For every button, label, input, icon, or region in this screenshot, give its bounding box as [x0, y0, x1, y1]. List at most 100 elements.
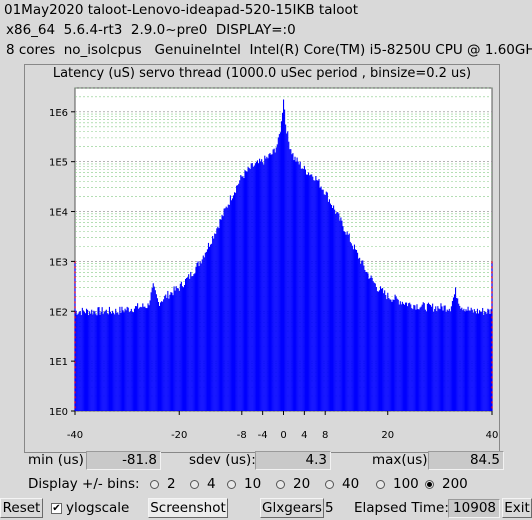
histogram-bar	[90, 313, 92, 411]
histogram-bar	[108, 306, 111, 411]
radio-circle-icon[interactable]	[325, 479, 334, 489]
histogram-bar	[365, 271, 367, 411]
histogram-bar	[272, 149, 274, 411]
histogram-bar	[271, 154, 273, 411]
histogram-bar	[232, 195, 235, 411]
histogram-bar	[424, 309, 426, 411]
histogram-bar	[97, 307, 99, 411]
bins-radio-label: 4	[207, 476, 216, 492]
histogram-bar	[223, 208, 225, 411]
histogram-bar	[151, 287, 153, 411]
bins-radio-20[interactable]: 20	[276, 476, 310, 492]
histogram-bar	[384, 290, 386, 411]
histogram-bar	[404, 302, 407, 411]
bins-radio-4[interactable]: 4	[190, 476, 216, 492]
histogram-bar	[377, 291, 379, 411]
histogram-bar	[212, 235, 214, 411]
checkbox-check-icon[interactable]: ✔	[51, 502, 62, 514]
histogram-bar	[313, 180, 315, 411]
histogram-bar	[378, 290, 381, 411]
radio-circle-icon[interactable]	[425, 479, 434, 489]
histogram-bar	[245, 171, 247, 411]
bins-radio-40[interactable]: 40	[325, 476, 359, 492]
histogram-bar	[235, 192, 237, 411]
histogram-bar	[413, 304, 415, 411]
histogram-bar	[326, 192, 328, 411]
exit-button[interactable]: Exit	[502, 498, 532, 518]
histogram-bar	[411, 308, 413, 411]
histogram-bar	[389, 299, 391, 411]
histogram-bar	[243, 178, 245, 411]
histogram-bar	[211, 243, 213, 411]
histogram-bar	[238, 183, 240, 411]
histogram-bar	[183, 285, 186, 411]
histogram-bar	[369, 277, 371, 411]
bins-radio-10[interactable]: 10	[227, 476, 261, 492]
histogram-bar	[242, 176, 244, 411]
screenshot-button[interactable]: Screenshot	[148, 498, 228, 518]
histogram-bar	[256, 160, 259, 411]
histogram-bar	[350, 243, 352, 411]
histogram-bar	[130, 308, 132, 411]
histogram-bar	[334, 209, 336, 411]
histogram-bar	[106, 313, 108, 411]
radio-circle-icon[interactable]	[227, 479, 236, 489]
histogram-bar	[249, 168, 251, 411]
histogram-bar	[473, 309, 475, 411]
histogram-bar	[281, 112, 284, 411]
histogram-bar	[421, 304, 423, 411]
histogram-bar	[213, 238, 215, 411]
histogram-bar	[150, 292, 152, 411]
histogram-bar	[231, 198, 234, 411]
histogram-bar	[122, 310, 124, 411]
histogram-bar	[294, 156, 296, 411]
histogram-bar	[461, 307, 463, 411]
histogram-bar	[315, 176, 317, 411]
histogram-bar	[320, 186, 322, 411]
histogram-bar	[440, 303, 442, 411]
histogram-bar	[386, 299, 388, 411]
radio-circle-icon[interactable]	[190, 479, 199, 489]
host-info-line: 01May2020 taloot-Lenovo-ideapad-520-15IK…	[4, 2, 359, 18]
radio-circle-icon[interactable]	[376, 479, 385, 489]
histogram-bar	[199, 261, 201, 411]
glxgears-button[interactable]: Glxgears	[260, 498, 324, 518]
elapsed-time-field: 10908	[448, 499, 500, 518]
histogram-bar	[266, 156, 268, 411]
histogram-bar	[420, 306, 422, 411]
histogram-bar	[178, 290, 180, 411]
bins-radio-100[interactable]: 100	[376, 476, 419, 492]
bins-radio-label: 20	[293, 476, 311, 492]
plot-frame: Latency (uS) servo thread (1000.0 uSec p…	[24, 64, 500, 453]
radio-circle-icon[interactable]	[276, 479, 285, 489]
histogram-bar	[286, 133, 288, 411]
cpu-info-line: 8 cores no_isolcpus GenuineIntel Intel(R…	[6, 42, 532, 58]
histogram-bar	[152, 283, 154, 411]
histogram-bar	[142, 303, 144, 411]
histogram-bar	[351, 245, 353, 411]
histogram-bar	[93, 310, 95, 411]
histogram-bar	[91, 309, 93, 411]
histogram-bar	[153, 286, 155, 411]
histogram-bar	[388, 298, 390, 411]
reset-button[interactable]: Reset	[0, 498, 43, 518]
kernel-info-line: x86_64 5.6.4-rt3 2.9.0~pre0 DISPLAY=:0	[6, 22, 296, 38]
histogram-bar	[145, 308, 147, 411]
histogram-bar	[355, 250, 358, 411]
histogram-bar	[159, 302, 162, 411]
bins-radio-2[interactable]: 2	[150, 476, 176, 492]
ylogscale-checkbox[interactable]: ✔ ylogscale	[51, 500, 129, 516]
histogram-bar	[402, 303, 404, 411]
radio-circle-icon[interactable]	[150, 479, 159, 489]
histogram-bar	[163, 299, 165, 411]
histogram-bar	[157, 301, 159, 411]
histogram-bar	[419, 307, 421, 411]
bins-radio-200[interactable]: 200	[425, 476, 468, 492]
histogram-bar	[432, 303, 434, 411]
histogram-bar	[409, 302, 411, 411]
histogram-bar	[439, 309, 441, 411]
histogram-bar	[181, 286, 183, 411]
histogram-bar	[484, 311, 486, 411]
histogram-bar	[126, 306, 128, 411]
histogram-bar	[385, 295, 387, 411]
